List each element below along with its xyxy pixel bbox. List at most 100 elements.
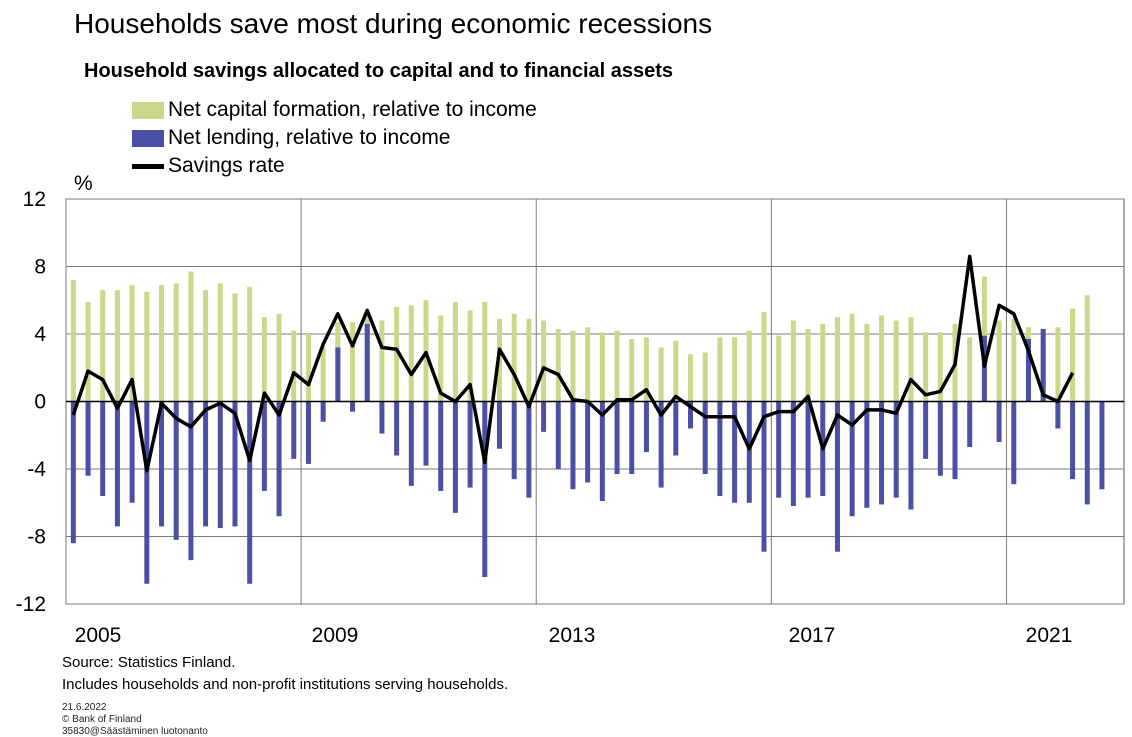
lending-bar: [438, 401, 444, 491]
y-tick-label: -8: [27, 526, 46, 549]
capital-bar: [232, 293, 238, 402]
capital-bar: [394, 307, 400, 402]
capital-bar: [379, 320, 385, 402]
capital-bar: [100, 290, 106, 402]
lending-bar: [100, 401, 106, 496]
capital-bar: [864, 323, 870, 402]
lending-bar: [364, 323, 370, 402]
capital-bar: [1055, 327, 1061, 402]
capital-bar: [276, 313, 282, 402]
capital-bar: [452, 301, 458, 402]
lending-bar: [717, 401, 723, 496]
capital-bar: [643, 337, 649, 402]
capital-bar: [834, 317, 840, 402]
lending-bar: [232, 401, 238, 527]
legend-swatch-lending: [132, 129, 164, 147]
lending-bar: [350, 401, 356, 412]
capital-bar: [555, 328, 561, 402]
lending-bar: [570, 401, 576, 490]
lending-bar: [394, 401, 400, 456]
y-tick-label: 8: [34, 256, 46, 279]
capital-bar: [599, 332, 605, 402]
lending-bar: [805, 401, 811, 498]
lending-bar: [981, 335, 987, 402]
source-note: Source: Statistics Finland.: [62, 654, 236, 671]
x-tick-label: 2009: [312, 624, 359, 647]
lending-bar: [1040, 328, 1046, 402]
capital-bar: [717, 337, 723, 402]
capital-bar: [702, 352, 708, 402]
lending-bar: [159, 401, 165, 527]
lending-bar: [702, 401, 708, 475]
capital-bar: [203, 290, 209, 402]
capital-bar: [776, 335, 782, 402]
lending-bar: [688, 401, 694, 429]
legend-swatch-capital: [132, 101, 164, 119]
x-tick-label: 2021: [1026, 624, 1073, 647]
capital-bar: [467, 310, 473, 402]
capital-bar: [937, 332, 943, 402]
capital-bar: [629, 339, 635, 402]
capital-bar: [261, 317, 267, 402]
lending-bar: [526, 401, 532, 498]
capital-bars: [70, 271, 1090, 402]
lending-bar: [614, 401, 620, 475]
lending-bar: [188, 401, 194, 561]
capital-bar: [129, 285, 135, 402]
lending-bar: [144, 401, 150, 584]
savings-rate-line: [71, 254, 1075, 473]
capital-bar: [408, 305, 414, 402]
lending-bar: [790, 401, 796, 507]
lending-bar: [923, 401, 929, 459]
capital-bar: [996, 320, 1002, 402]
lending-bar: [379, 401, 385, 434]
lending-bar: [408, 401, 414, 486]
lending-bars: [70, 323, 1105, 584]
x-tick-label: 2017: [789, 624, 836, 647]
capital-bar: [849, 313, 855, 402]
y-tick-label: 12: [23, 188, 46, 211]
lending-bar: [423, 401, 429, 466]
capital-bar: [570, 330, 576, 402]
legend-item-savings: Savings rate: [132, 152, 537, 180]
capital-bar: [614, 330, 620, 402]
capital-bar: [188, 271, 194, 402]
capital-bar: [511, 313, 517, 402]
lending-bar: [996, 401, 1002, 442]
lending-bar: [1084, 401, 1090, 505]
capital-bar: [1084, 295, 1090, 402]
capital-bar: [114, 290, 120, 402]
capital-bar: [70, 280, 76, 402]
chart-code: 35830@Säästäminen luotonanto: [62, 726, 208, 737]
capital-bar: [85, 301, 91, 402]
capital-bar: [305, 334, 311, 402]
lending-bar: [908, 401, 914, 510]
chart-title: Households save most during economic rec…: [74, 8, 713, 39]
lending-bar: [834, 401, 840, 552]
capital-bar: [908, 317, 914, 402]
lending-bar: [1055, 401, 1061, 429]
capital-bar: [159, 285, 165, 402]
legend-label-savings: Savings rate: [168, 154, 285, 177]
y-tick-label: 0: [34, 391, 46, 414]
lending-bar: [129, 401, 135, 503]
legend-item-lending: Net lending, relative to income: [132, 124, 537, 152]
lending-bar: [114, 401, 120, 527]
lending-bar: [1099, 401, 1105, 490]
lending-bar: [541, 401, 547, 432]
legend: Net capital formation, relative to incom…: [132, 96, 537, 180]
capital-bar: [291, 330, 297, 402]
x-tick-label: 2013: [549, 624, 596, 647]
capital-bar: [438, 315, 444, 402]
x-tick-label: 2005: [75, 624, 122, 647]
capital-bar: [732, 337, 738, 402]
capital-bar: [247, 286, 253, 402]
lending-bar: [658, 401, 664, 488]
capital-bar: [1011, 318, 1017, 402]
lending-bar: [305, 401, 311, 464]
lending-bar: [291, 401, 297, 459]
lending-bar: [776, 401, 782, 498]
chart-subtitle: Household savings allocated to capital a…: [84, 60, 674, 82]
lending-bar: [761, 401, 767, 552]
